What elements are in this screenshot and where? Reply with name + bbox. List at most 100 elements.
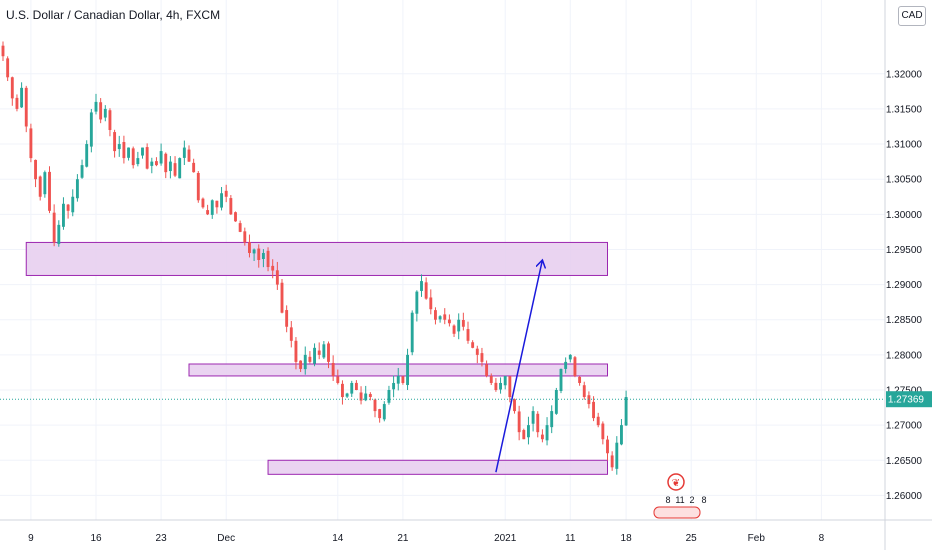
y-tick-label: 1.27500	[886, 386, 923, 397]
candle-body	[159, 151, 163, 164]
x-tick-label: 2021	[494, 533, 517, 544]
projection-arrow[interactable]	[495, 260, 543, 473]
candle-body	[29, 128, 33, 159]
candle-body	[303, 354, 307, 370]
candle-body	[182, 147, 186, 158]
candle-body	[275, 270, 279, 285]
candle-body	[289, 327, 293, 341]
zone-rectangle[interactable]	[25, 241, 608, 276]
candle-body	[52, 212, 56, 243]
y-tick-label: 1.26000	[886, 491, 923, 502]
candle-body	[66, 204, 70, 211]
projection-arrow-layer[interactable]	[495, 260, 543, 473]
candle-body	[280, 282, 284, 313]
candle-body	[443, 314, 447, 320]
candle-body	[248, 242, 251, 253]
events-flag-strip	[653, 506, 701, 519]
candle-body	[127, 147, 130, 158]
candle-body	[145, 147, 149, 169]
candle-body	[34, 159, 37, 180]
candle-body	[80, 165, 84, 178]
candle-body	[164, 153, 168, 173]
zone-rectangle[interactable]	[267, 459, 608, 475]
x-tick-label: Dec	[217, 533, 235, 544]
candle-body	[243, 231, 247, 243]
candle-body	[234, 212, 237, 222]
candle-body	[615, 442, 619, 469]
candle-body	[62, 203, 65, 227]
candle-body	[345, 393, 349, 397]
candle-body	[1, 45, 5, 57]
candle-body	[606, 439, 609, 454]
candle-body	[150, 161, 154, 166]
candle-body	[122, 142, 126, 159]
candle-body	[550, 411, 554, 428]
candle-body	[48, 171, 51, 211]
candle-body	[354, 382, 358, 390]
economic-events-markers[interactable]: ❦8 11 2 8	[653, 473, 707, 519]
candle-body	[108, 110, 112, 130]
candle-body	[336, 376, 340, 383]
candle-body	[508, 376, 512, 398]
candle-body	[364, 393, 368, 401]
candle-body	[196, 172, 200, 201]
candle-body	[624, 397, 628, 426]
candle-body	[20, 87, 24, 108]
x-tick-label: 8	[819, 533, 825, 544]
x-tick-label: Feb	[748, 533, 766, 544]
canada-flag-icon	[667, 473, 685, 491]
candle-body	[89, 112, 93, 147]
event-count-label: 8	[665, 495, 670, 505]
chart-title: U.S. Dollar / Canadian Dollar, 4h, FXCM	[6, 8, 221, 22]
candle-body	[201, 198, 205, 208]
candle-body	[94, 101, 98, 112]
candle-body	[294, 340, 298, 362]
maple-leaf-icon: ❦	[672, 478, 680, 489]
candle-body	[568, 354, 572, 360]
candle-body	[392, 382, 396, 390]
candle-body	[6, 58, 10, 78]
candle-body	[378, 409, 382, 419]
x-tick-label: 21	[397, 533, 409, 544]
candle-body	[503, 375, 507, 386]
y-tick-label: 1.27000	[886, 421, 923, 432]
x-tick-label: 14	[332, 533, 344, 544]
candle-body	[620, 425, 623, 445]
candle-body	[429, 297, 433, 310]
candle-body	[308, 356, 312, 362]
candle-body	[545, 425, 549, 441]
candle-body	[285, 310, 289, 327]
candle-body	[266, 250, 270, 268]
x-tick-label: 9	[28, 533, 34, 544]
candle-body	[559, 368, 563, 391]
candle-body	[420, 281, 423, 291]
candle-body	[99, 102, 103, 120]
candle-body	[573, 357, 577, 376]
candle-body	[136, 158, 140, 165]
x-tick-label: 11	[565, 533, 576, 544]
candle-body	[43, 172, 47, 195]
y-tick-label: 1.29500	[886, 245, 923, 256]
y-tick-label: 1.28500	[886, 315, 923, 326]
candle-body	[466, 329, 470, 341]
candle-body	[387, 390, 391, 403]
candle-body	[341, 383, 344, 398]
currency-button[interactable]: CAD	[898, 6, 926, 26]
candle-body	[596, 416, 600, 426]
x-tick-label: 23	[156, 533, 168, 544]
candle-body	[103, 108, 107, 118]
y-tick-label: 1.31000	[886, 140, 923, 151]
candle-body	[85, 144, 89, 167]
candle-body	[485, 364, 489, 376]
candle-body	[513, 399, 516, 412]
candle-body	[257, 248, 261, 260]
y-tick-label: 1.32000	[886, 69, 923, 80]
candle-body	[434, 310, 437, 320]
candle-body	[499, 382, 502, 390]
candle-body	[238, 223, 242, 232]
candle-body	[368, 394, 372, 398]
x-tick-label: 18	[621, 533, 633, 544]
last-price-marker: 1.27369	[0, 391, 932, 408]
